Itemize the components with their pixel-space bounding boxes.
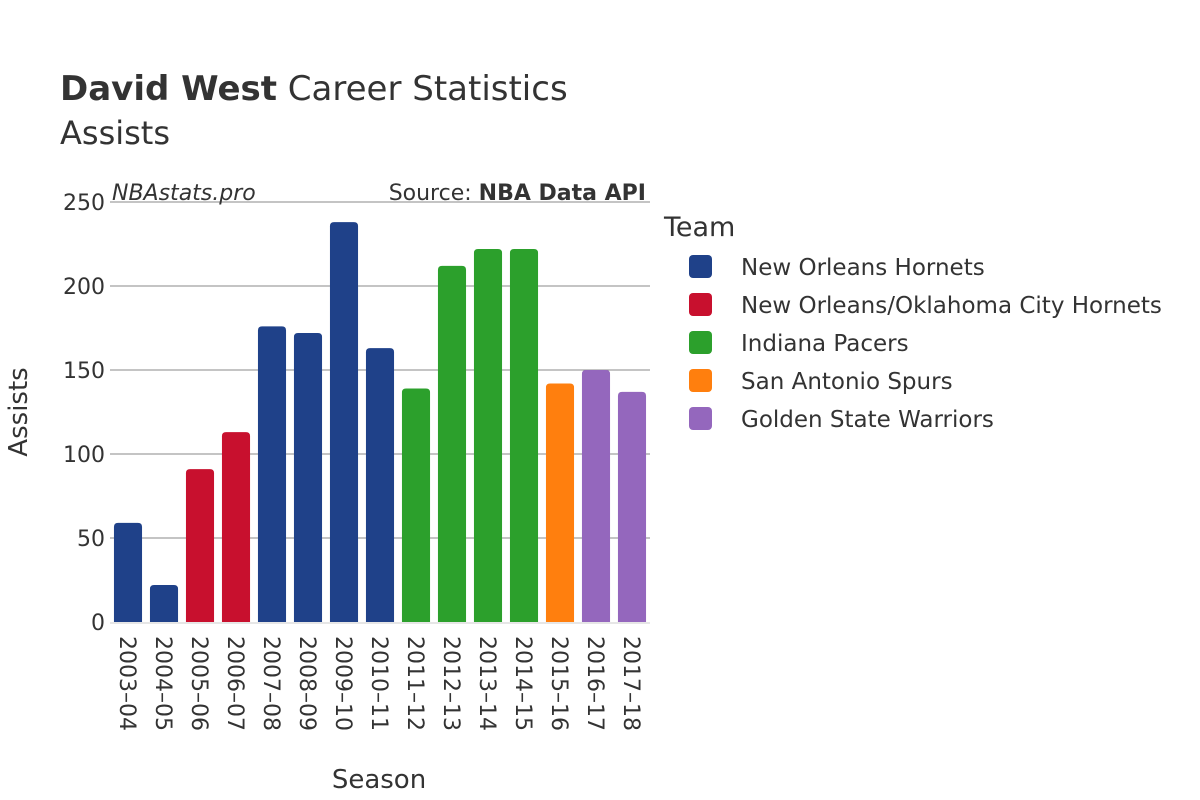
legend: Team New Orleans Hornets New Orleans/Okla… xyxy=(663,212,1162,433)
x-tick-label: 2006–07 xyxy=(222,636,247,731)
x-tick-label: 2011–12 xyxy=(402,636,427,731)
bar-2008–09[interactable] xyxy=(293,333,323,622)
legend-swatch xyxy=(689,369,712,392)
bar-2007–08[interactable] xyxy=(257,326,287,622)
bar-2010–11[interactable] xyxy=(365,348,395,622)
legend-swatch xyxy=(689,407,712,430)
y-tick-label: 250 xyxy=(63,191,105,216)
x-tick-label: 2004–05 xyxy=(150,636,175,731)
chart-title-bold: David West xyxy=(60,69,277,109)
y-tick-label: 100 xyxy=(63,443,105,468)
bar-2004–05[interactable] xyxy=(149,585,179,622)
chart-title: David West Career Statistics xyxy=(60,69,568,109)
x-tick-label: 2005–06 xyxy=(186,636,211,731)
x-tick-label: 2015–16 xyxy=(546,636,571,731)
x-tick-label: 2003–04 xyxy=(114,636,139,731)
bar-2009–10[interactable] xyxy=(329,222,359,622)
x-axis-title: Season xyxy=(332,765,426,795)
bar-2012–13[interactable] xyxy=(437,265,467,622)
bar-2017–18[interactable] xyxy=(617,391,647,622)
watermark: NBAstats.pro xyxy=(112,181,256,206)
legend-swatch xyxy=(689,255,712,278)
bars xyxy=(113,222,647,623)
bar-2005–06[interactable] xyxy=(185,469,215,622)
chart-subtitle: Assists xyxy=(60,114,170,152)
legend-label[interactable]: New Orleans/Oklahoma City Hornets xyxy=(741,293,1162,319)
y-tick-label: 150 xyxy=(63,359,105,384)
bar-2016–17[interactable] xyxy=(581,370,611,622)
bar-2006–07[interactable] xyxy=(221,432,251,622)
x-tick-label: 2012–13 xyxy=(438,636,463,731)
bar-2003–04[interactable] xyxy=(113,522,143,622)
x-tick-label: 2009–10 xyxy=(330,636,355,731)
y-tick-label: 50 xyxy=(77,527,105,552)
x-tick-labels: 2003–04 2004–05 2005–06 2006–07 2007–08 2008–… xyxy=(114,636,643,731)
legend-title: Team xyxy=(663,212,735,243)
bar-2011–12[interactable] xyxy=(401,388,431,622)
x-tick-label: 2014–15 xyxy=(510,636,535,731)
legend-swatch xyxy=(689,331,712,354)
x-tick-label: 2013–14 xyxy=(474,636,499,731)
x-tick-label: 2016–17 xyxy=(582,636,607,731)
x-tick-label: 2008–09 xyxy=(294,636,319,731)
x-tick-label: 2017–18 xyxy=(618,636,643,731)
legend-label[interactable]: San Antonio Spurs xyxy=(741,369,953,395)
y-tick-label: 0 xyxy=(91,611,105,636)
legend-label[interactable]: New Orleans Hornets xyxy=(741,255,985,281)
y-tick-label: 200 xyxy=(63,275,105,300)
source-name: NBA Data API xyxy=(479,181,646,206)
bar-2013–14[interactable] xyxy=(473,249,503,623)
source-label: Source: NBA Data API xyxy=(389,181,646,206)
x-tick-label: 2010–11 xyxy=(366,636,391,731)
bar-2015–16[interactable] xyxy=(545,383,575,622)
source-prefix: Source: xyxy=(389,181,479,206)
y-axis-title: Assists xyxy=(4,367,34,456)
legend-label[interactable]: Golden State Warriors xyxy=(741,407,994,433)
legend-swatch xyxy=(689,293,712,316)
x-tick-label: 2007–08 xyxy=(258,636,283,731)
chart-title-rest: Career Statistics xyxy=(277,69,568,109)
y-tick-labels: 0 50 100 150 200 250 xyxy=(63,191,105,636)
legend-label[interactable]: Indiana Pacers xyxy=(741,331,909,357)
bar-2014–15[interactable] xyxy=(509,249,539,623)
